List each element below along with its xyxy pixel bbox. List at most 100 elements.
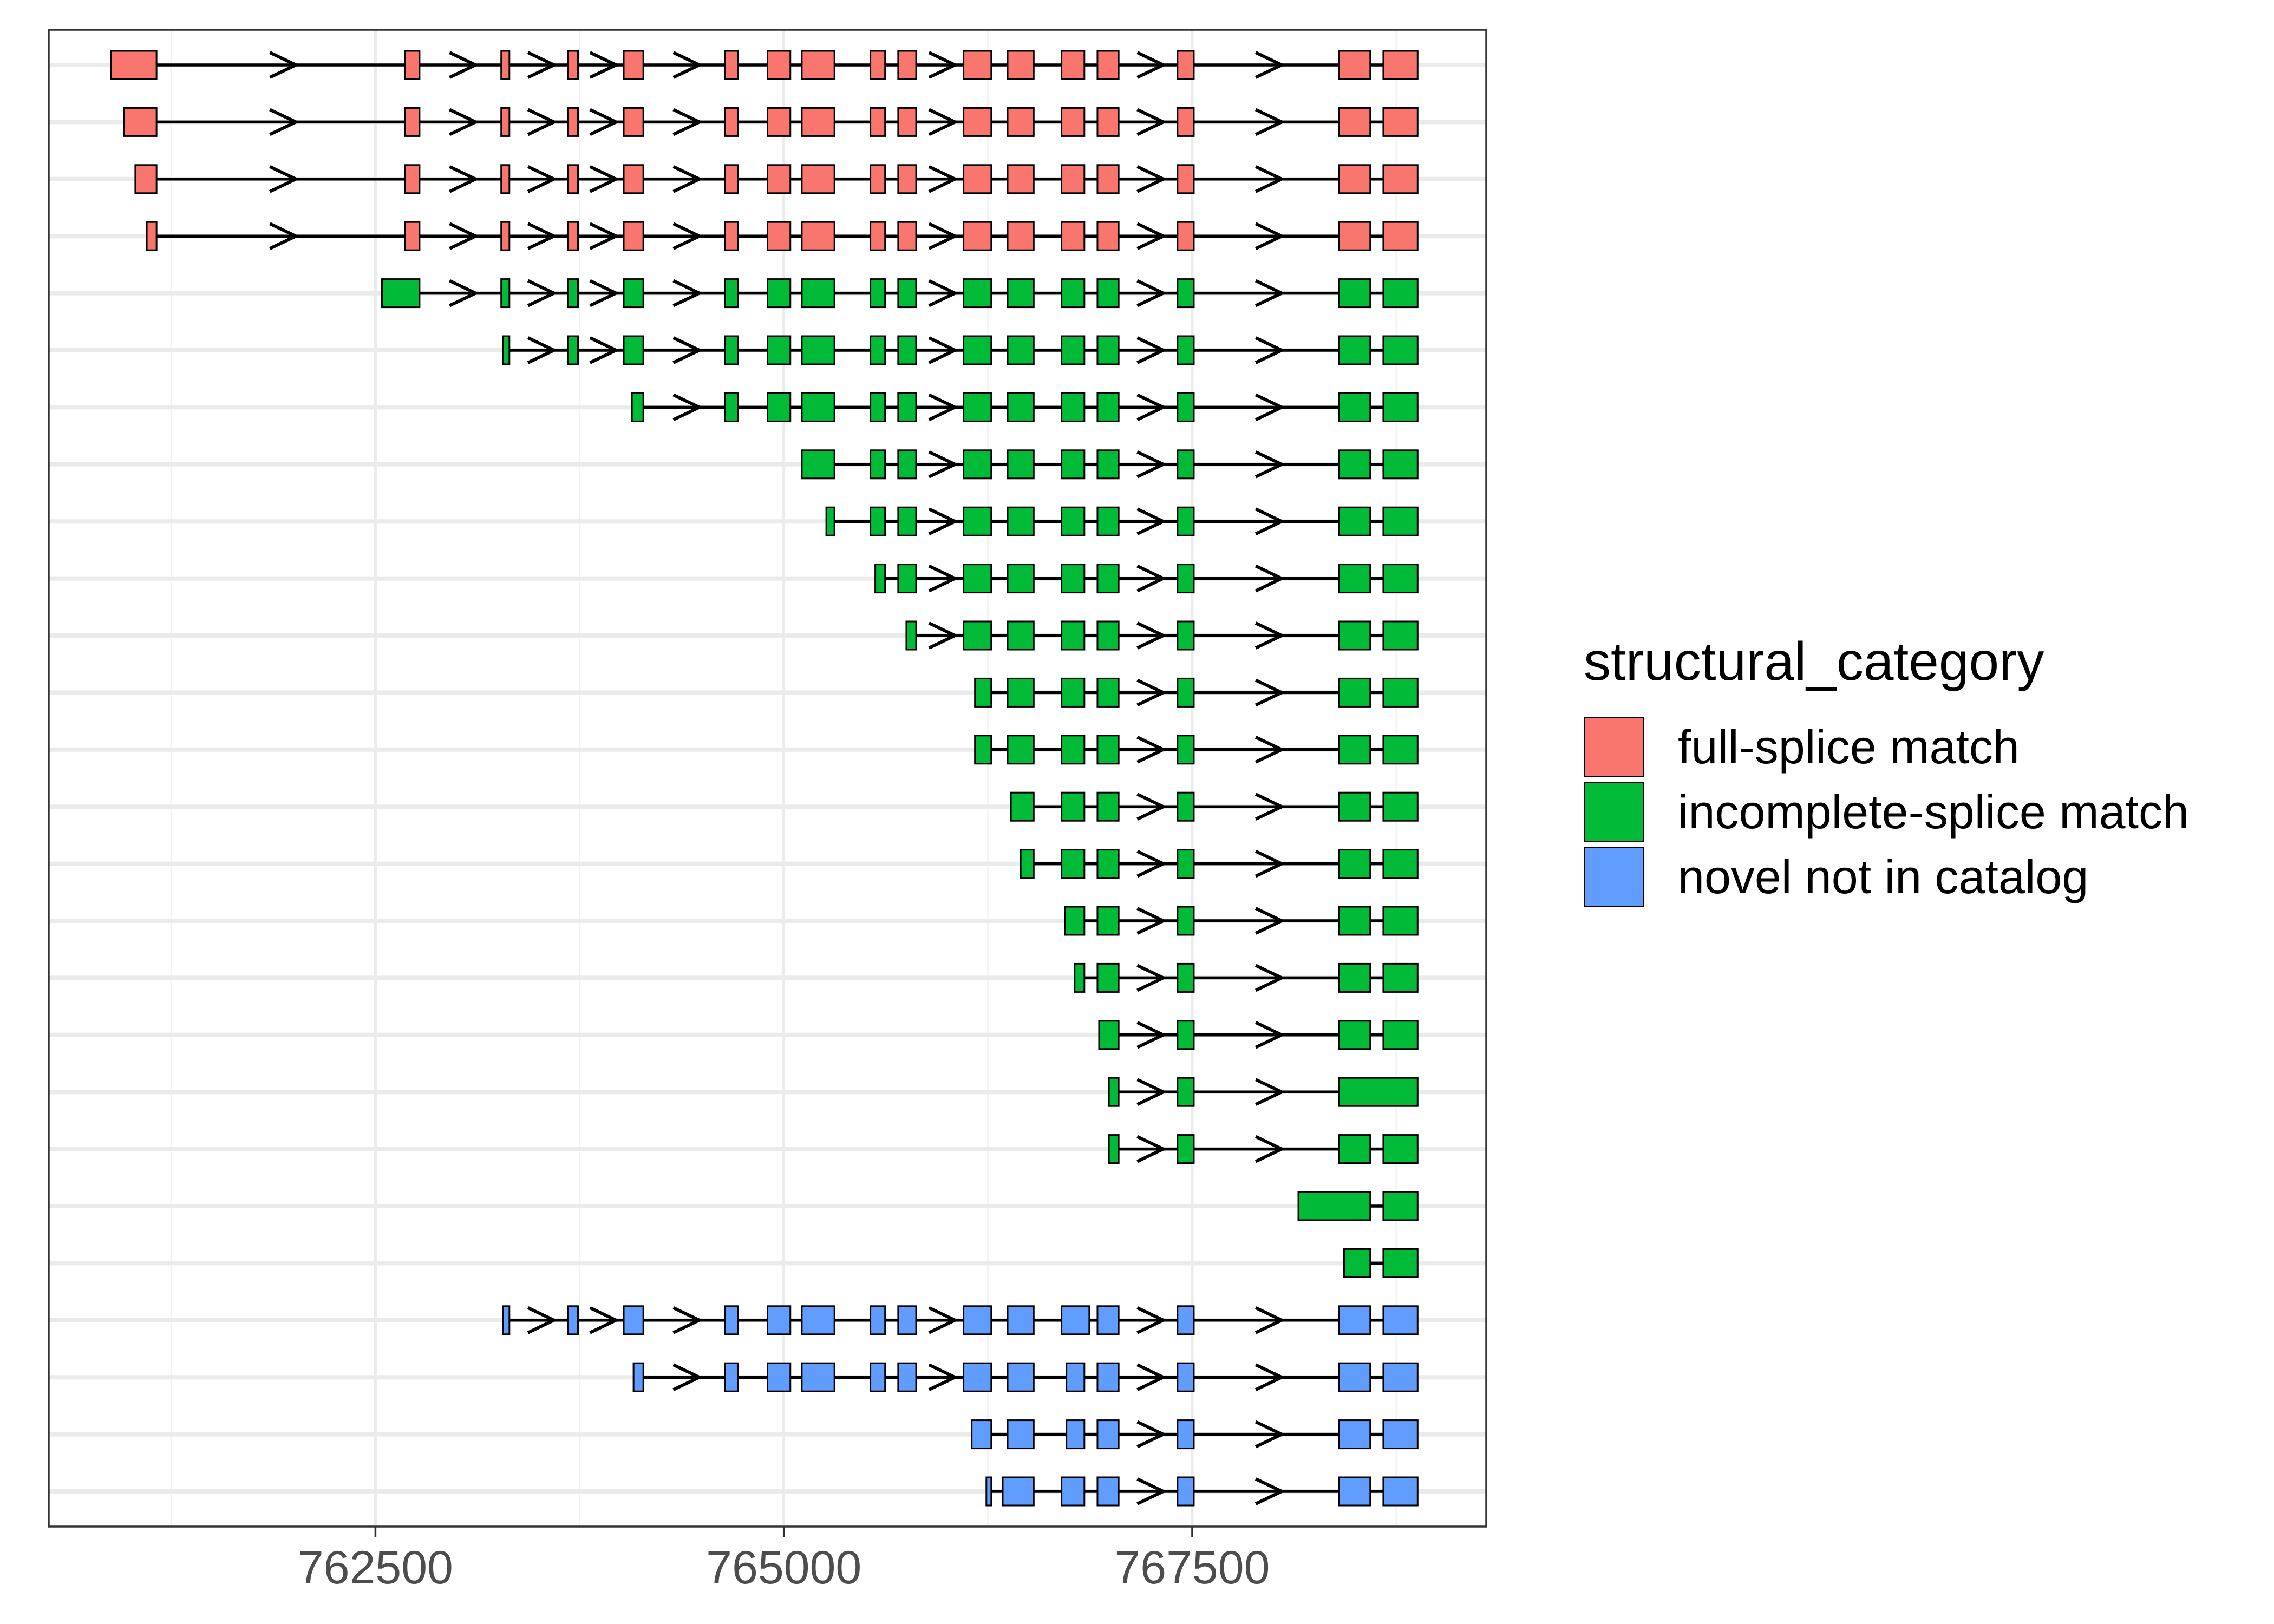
exon-box (1061, 107, 1086, 137)
exon-box (963, 449, 992, 480)
strand-arrow (1136, 793, 1167, 821)
exon-box (1177, 278, 1195, 309)
strand-arrow (1254, 564, 1286, 593)
exon-box (1177, 1134, 1195, 1164)
exon-box (724, 164, 739, 194)
transcript-row (974, 735, 1419, 765)
exon-box (134, 164, 158, 194)
strand-arrow (672, 1306, 703, 1334)
x-tick-label: 762500 (298, 1542, 453, 1594)
exon-box (1177, 735, 1195, 765)
exon-box (623, 335, 644, 365)
exon-box (1382, 849, 1419, 879)
exon-box (724, 221, 739, 251)
strand-arrow (1136, 336, 1167, 364)
exon-box (1338, 564, 1371, 594)
exon-box (1061, 1476, 1086, 1507)
exon-box (623, 164, 644, 194)
strand-arrow (269, 108, 300, 136)
exon-box (897, 107, 917, 137)
exon-box (1002, 1476, 1035, 1507)
strand-arrow (1136, 1021, 1167, 1049)
exon-box (1177, 1362, 1195, 1392)
exon-box (404, 164, 421, 194)
exon-box (567, 164, 579, 194)
exon-box (1096, 1362, 1120, 1392)
exon-box (1096, 506, 1120, 536)
exon-box (1382, 1020, 1419, 1050)
strand-arrow (1136, 507, 1167, 535)
exon-box (1020, 849, 1035, 879)
exon-box (1338, 1134, 1371, 1164)
exon-box (1061, 735, 1086, 765)
strand-arrow (1136, 1306, 1167, 1334)
strand-arrow (1254, 793, 1286, 821)
exon-box (724, 50, 739, 80)
exon-box (874, 564, 886, 594)
strand-arrow (928, 51, 959, 79)
transcript-row (502, 335, 1419, 365)
exon-box (963, 278, 992, 309)
legend-title: structural_category (1584, 631, 2044, 692)
exon-box (1061, 791, 1086, 822)
exon-box (1338, 1077, 1419, 1107)
exon-box (404, 221, 421, 251)
exon-box (870, 164, 886, 194)
exon-box (1061, 392, 1086, 422)
exon-box (963, 392, 992, 422)
exon-box (1061, 564, 1086, 594)
exon-box (567, 221, 579, 251)
strand-arrow (928, 222, 959, 250)
exon-box (897, 564, 917, 594)
strand-arrow (1254, 1306, 1286, 1334)
strand-arrow (589, 165, 620, 193)
exon-box (1382, 564, 1419, 594)
exon-box (567, 335, 579, 365)
exon-box (1343, 1248, 1371, 1278)
exon-box (767, 392, 792, 422)
strand-arrow (672, 222, 703, 250)
strand-arrow (928, 450, 959, 479)
exon-box (1096, 849, 1120, 879)
strand-arrow (1254, 1135, 1286, 1163)
exon-box (1007, 1305, 1035, 1335)
strand-arrow (1254, 108, 1286, 136)
strand-arrow (928, 564, 959, 593)
strand-arrow (527, 165, 558, 193)
exon-box (623, 221, 644, 251)
exon-box (404, 107, 421, 137)
exon-box (1338, 677, 1371, 708)
exon-box (1382, 1191, 1419, 1221)
strand-arrow (928, 336, 959, 364)
exon-box (1338, 107, 1371, 137)
exon-box (1096, 1305, 1120, 1335)
x-tick-label: 765000 (706, 1542, 861, 1594)
exon-box (1096, 677, 1120, 708)
transcript-row (134, 164, 1419, 194)
exon-box (1177, 221, 1195, 251)
exon-box (623, 1305, 644, 1335)
strand-arrow (1136, 393, 1167, 422)
exon-box (801, 221, 835, 251)
exon-box (404, 50, 421, 80)
legend-item-full-splice-match: full-splice match (1584, 715, 2189, 780)
strand-arrow (1136, 736, 1167, 764)
legend-label-novel-not-in-catalog: novel not in catalog (1678, 850, 2089, 903)
exon-box (623, 50, 644, 80)
strand-arrow (928, 1363, 959, 1391)
exon-box (1177, 107, 1195, 137)
legend: structural_category full-splice match in… (1584, 631, 2189, 909)
strand-arrow (672, 108, 703, 136)
exon-box (1177, 1419, 1195, 1450)
exon-box (1096, 50, 1120, 80)
exon-box (870, 335, 886, 365)
exon-box (870, 506, 886, 536)
exon-box (1007, 392, 1035, 422)
exon-box (1338, 221, 1371, 251)
strand-arrow (1136, 165, 1167, 193)
strand-arrow (1136, 1363, 1167, 1391)
exon-box (767, 164, 792, 194)
strand-arrow (1254, 1021, 1286, 1049)
exon-box (500, 50, 511, 80)
exon-box (1098, 1020, 1120, 1050)
